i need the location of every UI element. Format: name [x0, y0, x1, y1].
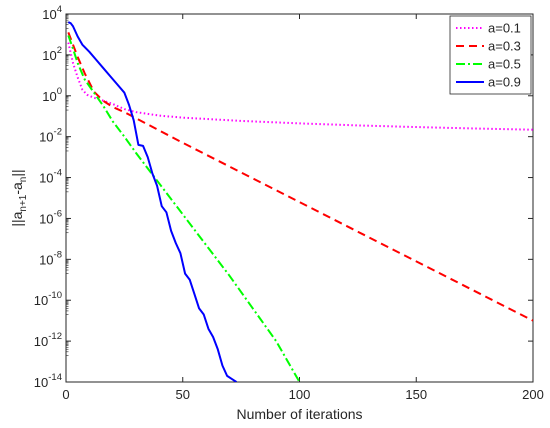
- y-tick-label: 10-12: [34, 331, 62, 349]
- y-axis-label: ||an+1-an||: [9, 169, 29, 226]
- y-tick-label: 102: [42, 45, 62, 63]
- legend: a=0.1 a=0.3 a=0.5 a=0.9: [449, 15, 532, 95]
- x-tick-label: 200: [522, 387, 544, 402]
- legend-label-1: a=0.1: [488, 21, 521, 36]
- x-tick-label: 0: [62, 387, 69, 402]
- y-tick-label: 10-4: [39, 168, 62, 186]
- series-lines: [67, 21, 533, 382]
- y-tick-label: 10-8: [39, 249, 62, 267]
- y-axis-ticks: 104 102 100 10-2 10-4 10-6 10-8 10-10 10-12 10-14: [34, 4, 533, 390]
- y-tick-label: 104: [42, 4, 62, 22]
- series-line-1: [67, 42, 533, 131]
- series-line-3: [67, 35, 301, 382]
- y-tick-label: 10-6: [39, 208, 62, 226]
- series-line-2: [67, 32, 533, 322]
- y-tick-label: 10-10: [34, 290, 62, 308]
- x-tick-label: 50: [176, 387, 190, 402]
- legend-label-4: a=0.9: [488, 75, 521, 90]
- y-tick-label: 100: [42, 86, 62, 104]
- x-tick-label: 100: [289, 387, 311, 402]
- legend-label-2: a=0.3: [488, 39, 521, 54]
- y-tick-label: 10-14: [34, 372, 62, 390]
- x-tick-label: 150: [405, 387, 427, 402]
- legend-label-3: a=0.5: [488, 57, 521, 72]
- x-axis-ticks: 0 50 100 150 200: [62, 14, 544, 402]
- series-line-4: [67, 21, 237, 382]
- y-tick-label: 10-2: [39, 127, 62, 145]
- x-axis-label: Number of iterations: [236, 406, 362, 422]
